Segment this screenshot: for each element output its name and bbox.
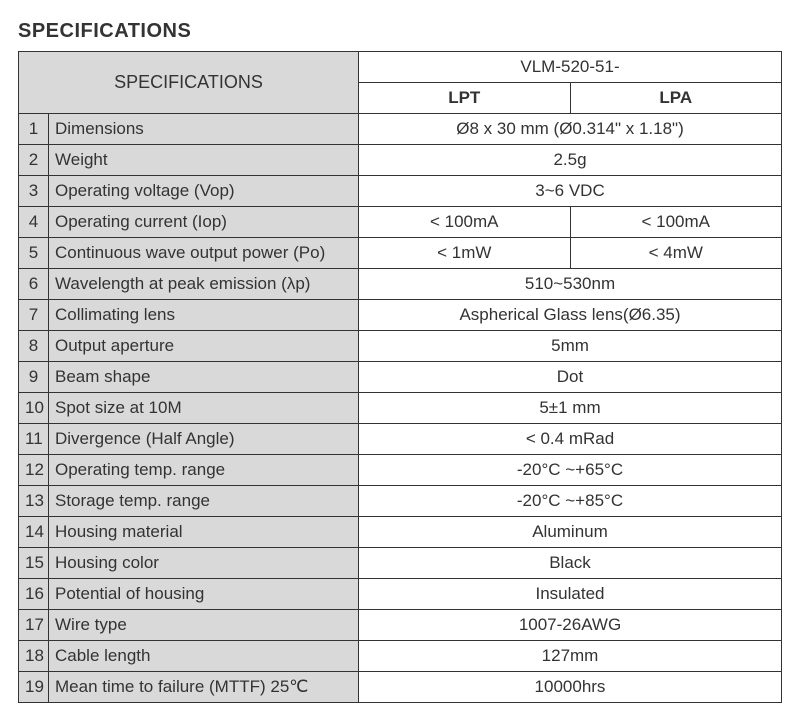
table-row: 9Beam shapeDot bbox=[19, 362, 782, 393]
header-model-prefix: VLM-520-51- bbox=[359, 52, 782, 83]
row-value: 127mm bbox=[359, 641, 782, 672]
row-label: Operating voltage (Vop) bbox=[49, 176, 359, 207]
table-row: 14Housing materialAluminum bbox=[19, 517, 782, 548]
header-col-lpt: LPT bbox=[359, 83, 571, 114]
row-value: Dot bbox=[359, 362, 782, 393]
table-row: 2Weight2.5g bbox=[19, 145, 782, 176]
row-label: Housing material bbox=[49, 517, 359, 548]
table-row: 13Storage temp. range-20°C ~+85°C bbox=[19, 486, 782, 517]
table-row: 11Divergence (Half Angle)< 0.4 mRad bbox=[19, 424, 782, 455]
header-specs-label: SPECIFICATIONS bbox=[19, 52, 359, 114]
row-number: 13 bbox=[19, 486, 49, 517]
table-row: 19Mean time to failure (MTTF) 25℃10000hr… bbox=[19, 672, 782, 703]
row-value-lpa: < 4mW bbox=[570, 238, 782, 269]
row-number: 4 bbox=[19, 207, 49, 238]
row-number: 11 bbox=[19, 424, 49, 455]
row-label: Potential of housing bbox=[49, 579, 359, 610]
row-number: 3 bbox=[19, 176, 49, 207]
specs-table-body: 1DimensionsØ8 x 30 mm (Ø0.314" x 1.18")2… bbox=[19, 114, 782, 703]
row-value: < 0.4 mRad bbox=[359, 424, 782, 455]
row-label: Housing color bbox=[49, 548, 359, 579]
row-value: Black bbox=[359, 548, 782, 579]
row-value: Ø8 x 30 mm (Ø0.314" x 1.18") bbox=[359, 114, 782, 145]
row-label: Spot size at 10M bbox=[49, 393, 359, 424]
row-number: 19 bbox=[19, 672, 49, 703]
row-label: Storage temp. range bbox=[49, 486, 359, 517]
row-value-lpt: < 1mW bbox=[359, 238, 571, 269]
table-row: 15Housing colorBlack bbox=[19, 548, 782, 579]
table-row: 10Spot size at 10M5±1 mm bbox=[19, 393, 782, 424]
table-row: 5Continuous wave output power (Po)< 1mW<… bbox=[19, 238, 782, 269]
table-row: 4Operating current (Iop)< 100mA< 100mA bbox=[19, 207, 782, 238]
table-row: 3Operating voltage (Vop)3~6 VDC bbox=[19, 176, 782, 207]
row-label: Divergence (Half Angle) bbox=[49, 424, 359, 455]
row-label: Wavelength at peak emission (λp) bbox=[49, 269, 359, 300]
row-value: -20°C ~+65°C bbox=[359, 455, 782, 486]
table-row: 12Operating temp. range-20°C ~+65°C bbox=[19, 455, 782, 486]
row-value: 510~530nm bbox=[359, 269, 782, 300]
row-value: 5±1 mm bbox=[359, 393, 782, 424]
row-label: Wire type bbox=[49, 610, 359, 641]
table-row: 6Wavelength at peak emission (λp)510~530… bbox=[19, 269, 782, 300]
specs-table: SPECIFICATIONS VLM-520-51- LPT LPA 1Dime… bbox=[18, 51, 782, 703]
row-value: 2.5g bbox=[359, 145, 782, 176]
row-label: Continuous wave output power (Po) bbox=[49, 238, 359, 269]
table-row: 8Output aperture5mm bbox=[19, 331, 782, 362]
row-number: 14 bbox=[19, 517, 49, 548]
row-number: 10 bbox=[19, 393, 49, 424]
row-number: 1 bbox=[19, 114, 49, 145]
row-number: 2 bbox=[19, 145, 49, 176]
row-number: 5 bbox=[19, 238, 49, 269]
row-number: 8 bbox=[19, 331, 49, 362]
row-label: Dimensions bbox=[49, 114, 359, 145]
row-number: 12 bbox=[19, 455, 49, 486]
header-col-lpa: LPA bbox=[570, 83, 782, 114]
row-value: 1007-26AWG bbox=[359, 610, 782, 641]
table-row: 17Wire type1007-26AWG bbox=[19, 610, 782, 641]
row-value-lpt: < 100mA bbox=[359, 207, 571, 238]
row-number: 6 bbox=[19, 269, 49, 300]
row-label: Mean time to failure (MTTF) 25℃ bbox=[49, 672, 359, 703]
row-label: Operating current (Iop) bbox=[49, 207, 359, 238]
row-number: 7 bbox=[19, 300, 49, 331]
row-value: Aluminum bbox=[359, 517, 782, 548]
row-value: -20°C ~+85°C bbox=[359, 486, 782, 517]
row-value: 5mm bbox=[359, 331, 782, 362]
table-row: 18Cable length127mm bbox=[19, 641, 782, 672]
row-number: 17 bbox=[19, 610, 49, 641]
row-number: 16 bbox=[19, 579, 49, 610]
row-number: 18 bbox=[19, 641, 49, 672]
row-value-lpa: < 100mA bbox=[570, 207, 782, 238]
row-number: 9 bbox=[19, 362, 49, 393]
row-label: Beam shape bbox=[49, 362, 359, 393]
row-value: 3~6 VDC bbox=[359, 176, 782, 207]
row-value: Aspherical Glass lens(Ø6.35) bbox=[359, 300, 782, 331]
row-label: Collimating lens bbox=[49, 300, 359, 331]
table-row: 1DimensionsØ8 x 30 mm (Ø0.314" x 1.18") bbox=[19, 114, 782, 145]
row-label: Output aperture bbox=[49, 331, 359, 362]
page-title: SPECIFICATIONS bbox=[18, 20, 782, 43]
row-number: 15 bbox=[19, 548, 49, 579]
row-label: Cable length bbox=[49, 641, 359, 672]
table-row: 16Potential of housingInsulated bbox=[19, 579, 782, 610]
table-row: 7Collimating lensAspherical Glass lens(Ø… bbox=[19, 300, 782, 331]
row-value: 10000hrs bbox=[359, 672, 782, 703]
row-label: Operating temp. range bbox=[49, 455, 359, 486]
row-label: Weight bbox=[49, 145, 359, 176]
row-value: Insulated bbox=[359, 579, 782, 610]
